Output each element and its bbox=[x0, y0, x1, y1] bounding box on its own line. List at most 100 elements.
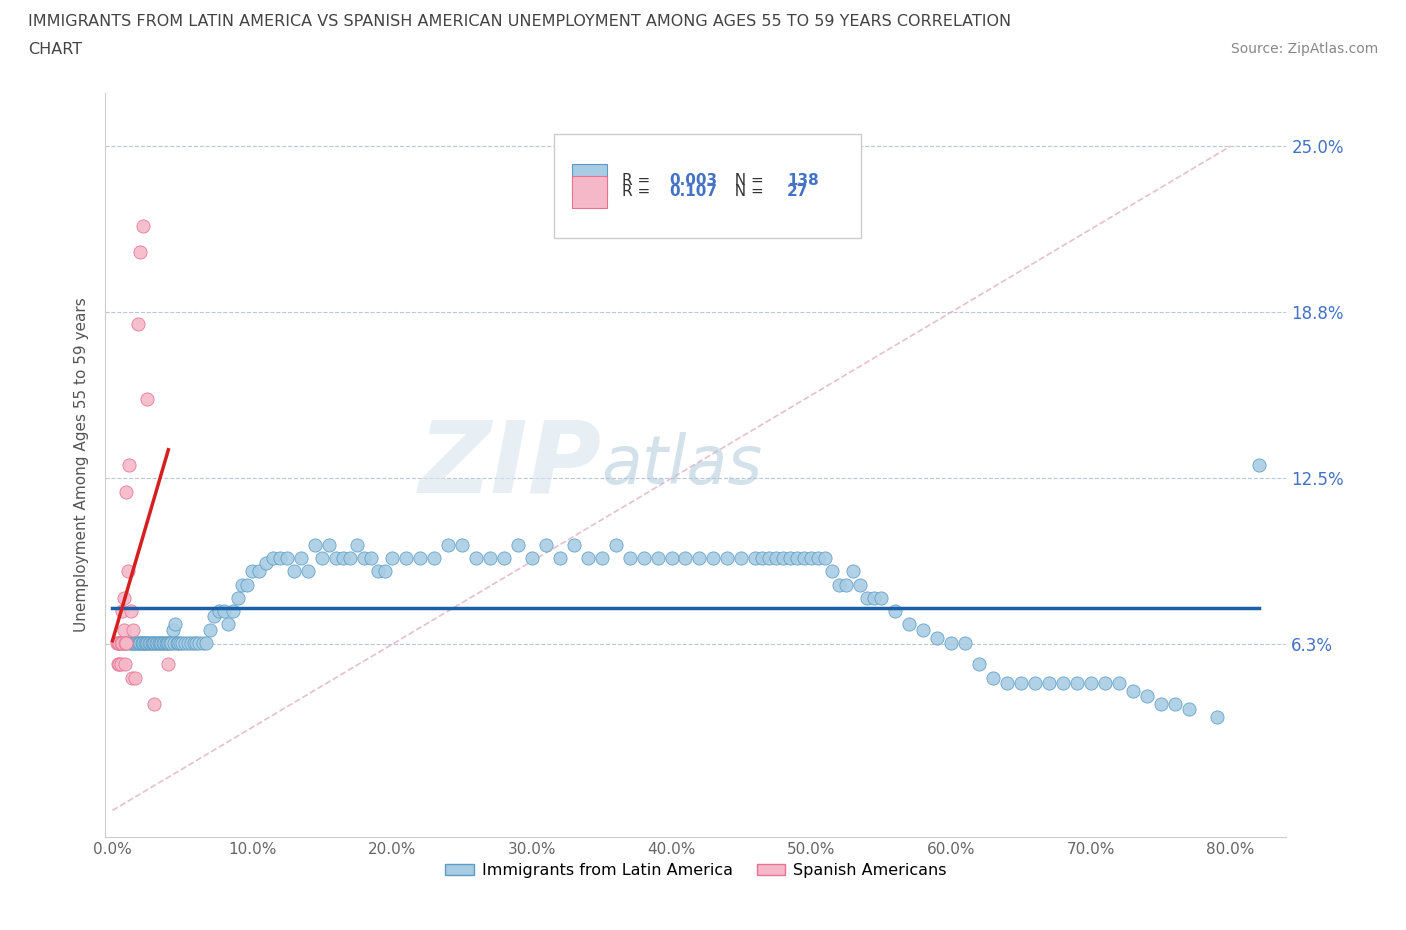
Immigrants from Latin America bbox=[409, 551, 432, 565]
Immigrants from Latin America bbox=[193, 635, 215, 650]
Immigrants from Latin America bbox=[1247, 458, 1270, 472]
Immigrants from Latin America bbox=[124, 635, 146, 650]
Immigrants from Latin America bbox=[167, 635, 190, 650]
Immigrants from Latin America bbox=[166, 635, 188, 650]
Immigrants from Latin America bbox=[995, 675, 1018, 690]
Spanish Americans bbox=[136, 392, 159, 406]
Immigrants from Latin America bbox=[374, 564, 396, 578]
Immigrants from Latin America bbox=[633, 551, 655, 565]
Bar bbox=[572, 164, 607, 196]
Immigrants from Latin America bbox=[204, 609, 226, 624]
Immigrants from Latin America bbox=[226, 591, 249, 605]
Immigrants from Latin America bbox=[145, 635, 167, 650]
Immigrants from Latin America bbox=[967, 657, 990, 671]
Bar bbox=[572, 176, 607, 208]
Immigrants from Latin America bbox=[591, 551, 613, 565]
Spanish Americans bbox=[111, 604, 134, 618]
Immigrants from Latin America bbox=[800, 551, 823, 565]
Immigrants from Latin America bbox=[353, 551, 375, 565]
Immigrants from Latin America bbox=[162, 622, 184, 637]
Text: 0.003: 0.003 bbox=[669, 173, 717, 188]
Immigrants from Latin America bbox=[786, 551, 808, 565]
Immigrants from Latin America bbox=[953, 635, 976, 650]
Immigrants from Latin America bbox=[163, 635, 186, 650]
Immigrants from Latin America bbox=[177, 635, 200, 650]
Immigrants from Latin America bbox=[884, 604, 907, 618]
Immigrants from Latin America bbox=[138, 635, 160, 650]
Immigrants from Latin America bbox=[240, 564, 263, 578]
Spanish Americans bbox=[132, 219, 155, 233]
Immigrants from Latin America bbox=[1122, 684, 1144, 698]
Immigrants from Latin America bbox=[135, 635, 157, 650]
Spanish Americans bbox=[111, 635, 134, 650]
Immigrants from Latin America bbox=[688, 551, 710, 565]
Text: 27: 27 bbox=[787, 184, 808, 199]
Immigrants from Latin America bbox=[367, 564, 389, 578]
Immigrants from Latin America bbox=[751, 551, 773, 565]
Immigrants from Latin America bbox=[981, 671, 1004, 685]
Spanish Americans bbox=[107, 635, 129, 650]
Immigrants from Latin America bbox=[152, 635, 174, 650]
Immigrants from Latin America bbox=[395, 551, 418, 565]
Immigrants from Latin America bbox=[1066, 675, 1088, 690]
Immigrants from Latin America bbox=[186, 635, 208, 650]
Immigrants from Latin America bbox=[254, 556, 277, 571]
Immigrants from Latin America bbox=[122, 635, 145, 650]
Immigrants from Latin America bbox=[212, 604, 235, 618]
Immigrants from Latin America bbox=[898, 617, 921, 631]
Immigrants from Latin America bbox=[150, 635, 173, 650]
Immigrants from Latin America bbox=[520, 551, 543, 565]
Text: ZIP: ZIP bbox=[419, 417, 602, 513]
Immigrants from Latin America bbox=[157, 635, 180, 650]
Immigrants from Latin America bbox=[143, 635, 166, 650]
Immigrants from Latin America bbox=[863, 591, 886, 605]
Immigrants from Latin America bbox=[856, 591, 879, 605]
Immigrants from Latin America bbox=[269, 551, 291, 565]
Immigrants from Latin America bbox=[647, 551, 669, 565]
Immigrants from Latin America bbox=[200, 622, 222, 637]
Immigrants from Latin America bbox=[146, 635, 169, 650]
Immigrants from Latin America bbox=[807, 551, 830, 565]
Immigrants from Latin America bbox=[1205, 710, 1227, 724]
Immigrants from Latin America bbox=[129, 635, 152, 650]
Immigrants from Latin America bbox=[835, 578, 858, 592]
Text: Source: ZipAtlas.com: Source: ZipAtlas.com bbox=[1230, 42, 1378, 56]
Spanish Americans bbox=[143, 697, 166, 711]
Spanish Americans bbox=[129, 245, 152, 259]
Text: 138: 138 bbox=[787, 173, 818, 188]
Immigrants from Latin America bbox=[675, 551, 697, 565]
Immigrants from Latin America bbox=[115, 635, 138, 650]
Immigrants from Latin America bbox=[821, 564, 844, 578]
Immigrants from Latin America bbox=[939, 635, 962, 650]
Text: atlas: atlas bbox=[602, 432, 762, 498]
Immigrants from Latin America bbox=[779, 551, 801, 565]
Immigrants from Latin America bbox=[332, 551, 354, 565]
Immigrants from Latin America bbox=[1024, 675, 1046, 690]
Immigrants from Latin America bbox=[730, 551, 752, 565]
Immigrants from Latin America bbox=[141, 635, 163, 650]
Text: R =: R = bbox=[621, 173, 655, 188]
Immigrants from Latin America bbox=[297, 564, 319, 578]
Spanish Americans bbox=[124, 671, 146, 685]
Immigrants from Latin America bbox=[108, 635, 131, 650]
Immigrants from Latin America bbox=[325, 551, 347, 565]
Immigrants from Latin America bbox=[716, 551, 738, 565]
Immigrants from Latin America bbox=[165, 617, 187, 631]
Immigrants from Latin America bbox=[548, 551, 571, 565]
Immigrants from Latin America bbox=[506, 538, 529, 552]
Text: N =: N = bbox=[725, 173, 769, 188]
Immigrants from Latin America bbox=[149, 635, 172, 650]
Spanish Americans bbox=[114, 657, 136, 671]
Spanish Americans bbox=[112, 591, 135, 605]
Immigrants from Latin America bbox=[290, 551, 312, 565]
Spanish Americans bbox=[110, 657, 132, 671]
Immigrants from Latin America bbox=[128, 635, 150, 650]
Immigrants from Latin America bbox=[217, 617, 239, 631]
Text: IMMIGRANTS FROM LATIN AMERICA VS SPANISH AMERICAN UNEMPLOYMENT AMONG AGES 55 TO : IMMIGRANTS FROM LATIN AMERICA VS SPANISH… bbox=[28, 14, 1011, 29]
Immigrants from Latin America bbox=[311, 551, 333, 565]
Immigrants from Latin America bbox=[1150, 697, 1173, 711]
Immigrants from Latin America bbox=[172, 635, 194, 650]
Immigrants from Latin America bbox=[318, 538, 340, 552]
Immigrants from Latin America bbox=[772, 551, 794, 565]
Spanish Americans bbox=[122, 622, 145, 637]
